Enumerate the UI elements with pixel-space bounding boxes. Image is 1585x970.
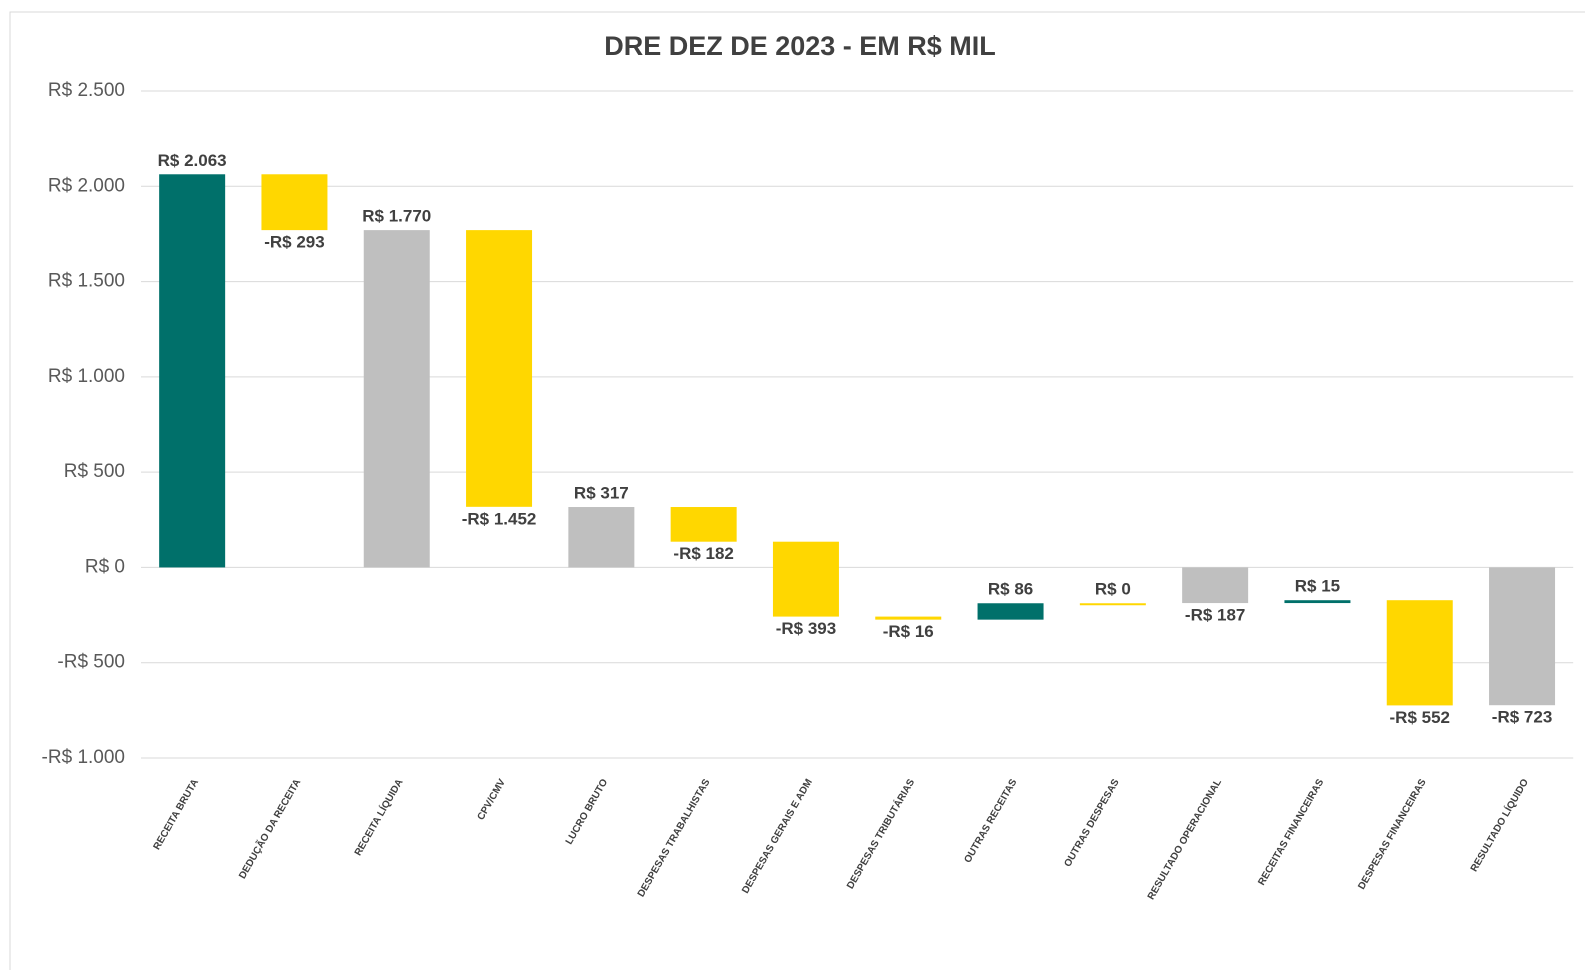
data-label: R$ 317 bbox=[574, 484, 629, 503]
chart-title: DRE DEZ DE 2023 - EM R$ MIL bbox=[604, 31, 996, 61]
bar bbox=[363, 230, 430, 568]
data-label: -R$ 182 bbox=[673, 544, 733, 563]
y-tick-label: R$ 1.000 bbox=[48, 366, 125, 387]
y-tick-label: -R$ 500 bbox=[57, 652, 125, 673]
y-tick-label: -R$ 1.000 bbox=[42, 747, 125, 768]
bar bbox=[159, 174, 226, 568]
data-label: -R$ 552 bbox=[1390, 708, 1450, 727]
y-tick-label: R$ 500 bbox=[64, 461, 125, 482]
data-label: R$ 15 bbox=[1295, 577, 1340, 596]
bar bbox=[1386, 600, 1453, 706]
data-label: -R$ 293 bbox=[264, 233, 324, 252]
y-tick-label: R$ 2.500 bbox=[48, 80, 125, 101]
data-label: -R$ 723 bbox=[1492, 708, 1552, 727]
data-label: -R$ 16 bbox=[883, 622, 934, 641]
bar bbox=[670, 507, 737, 542]
bar bbox=[875, 616, 942, 620]
y-tick-label: R$ 1.500 bbox=[48, 271, 125, 292]
bar bbox=[568, 507, 635, 568]
bar bbox=[466, 230, 533, 507]
y-tick-label: R$ 0 bbox=[85, 556, 125, 577]
chart-frame bbox=[9, 11, 1585, 970]
data-label: R$ 1.770 bbox=[362, 207, 431, 226]
bar bbox=[1489, 567, 1556, 706]
bar bbox=[1284, 600, 1351, 604]
bar bbox=[1182, 567, 1249, 604]
data-label: -R$ 1.452 bbox=[462, 509, 537, 528]
data-label: R$ 86 bbox=[988, 580, 1033, 599]
bar bbox=[1079, 603, 1146, 606]
bar bbox=[772, 541, 839, 617]
data-label: -R$ 393 bbox=[776, 619, 836, 638]
data-label: R$ 2.063 bbox=[158, 151, 227, 170]
data-label: -R$ 187 bbox=[1185, 606, 1245, 625]
data-label: R$ 0 bbox=[1095, 580, 1131, 599]
bar bbox=[977, 603, 1044, 620]
y-tick-label: R$ 2.000 bbox=[48, 175, 125, 196]
bar bbox=[261, 174, 328, 231]
